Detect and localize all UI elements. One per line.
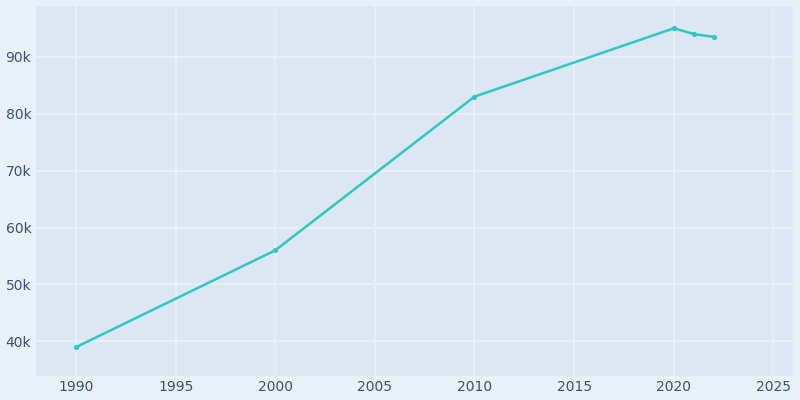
- Point: [269, 247, 282, 254]
- Point: [70, 344, 82, 350]
- Point: [667, 25, 680, 32]
- Point: [707, 34, 720, 40]
- Point: [687, 31, 700, 37]
- Point: [468, 94, 481, 100]
